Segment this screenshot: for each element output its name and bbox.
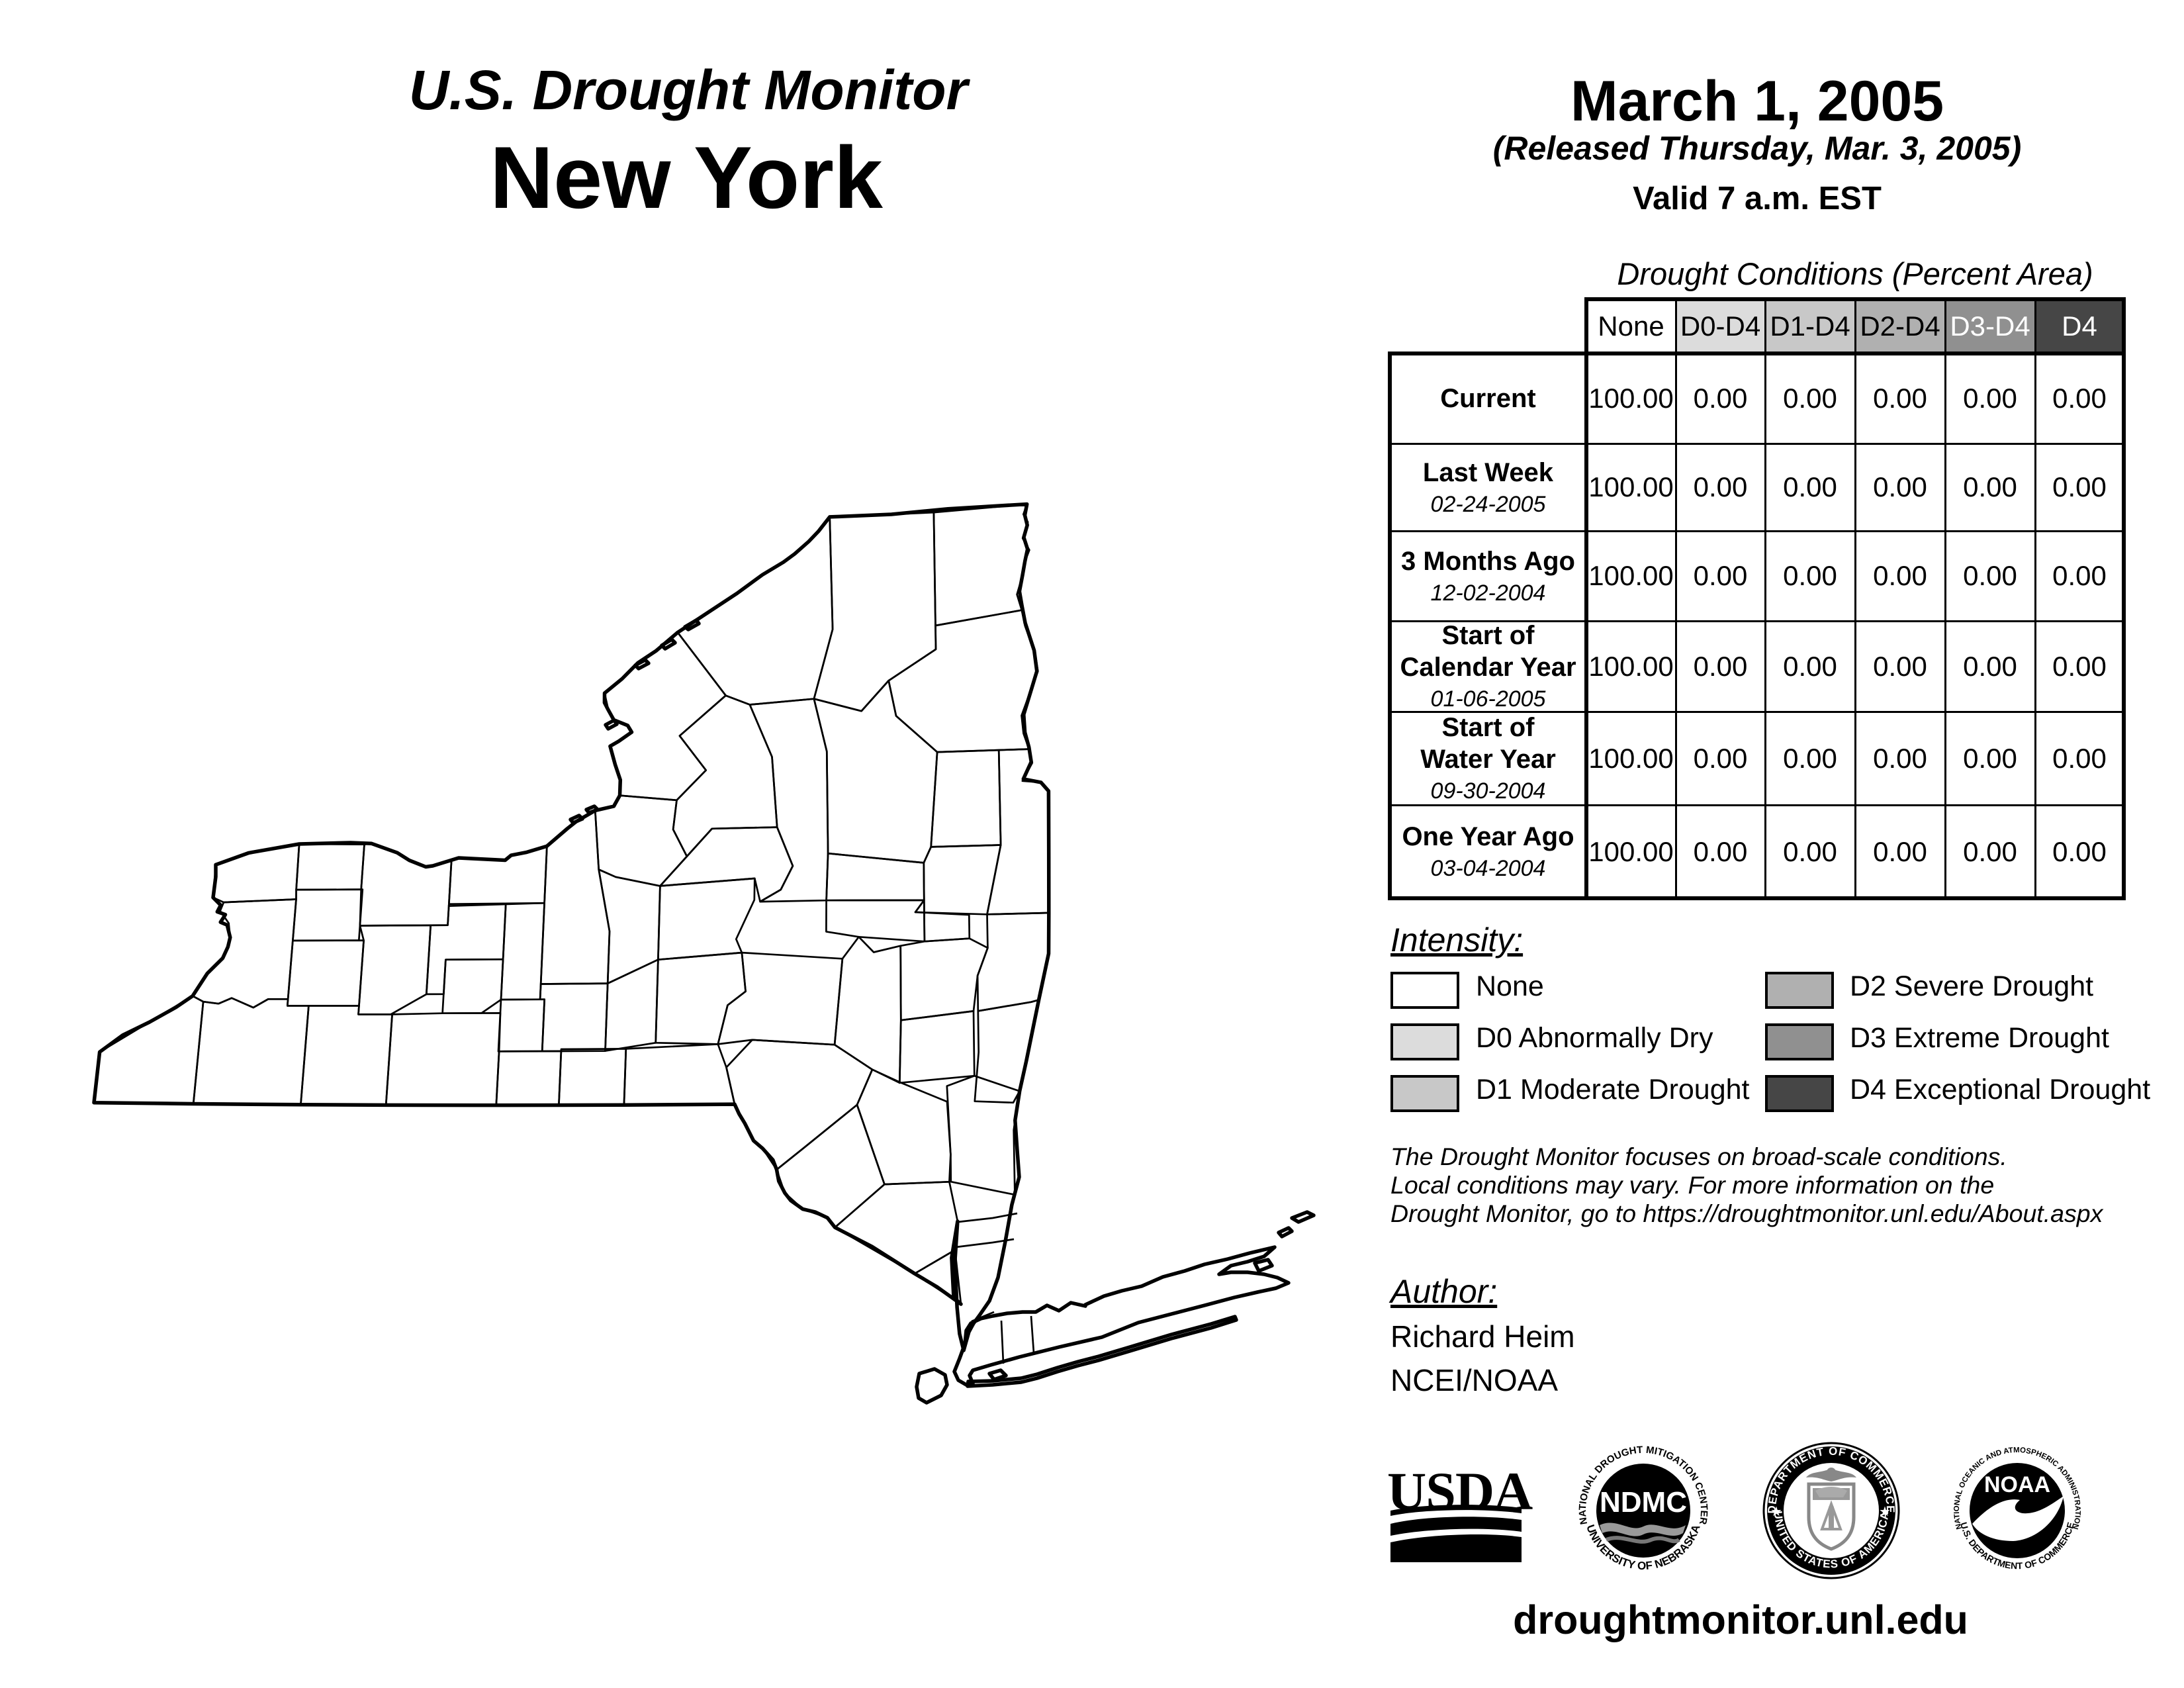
svg-text:NOAA: NOAA (1984, 1472, 2050, 1497)
svg-text:NDMC: NDMC (1600, 1486, 1687, 1519)
svg-text:★: ★ (1879, 1505, 1891, 1519)
svg-text:★: ★ (1770, 1505, 1782, 1519)
